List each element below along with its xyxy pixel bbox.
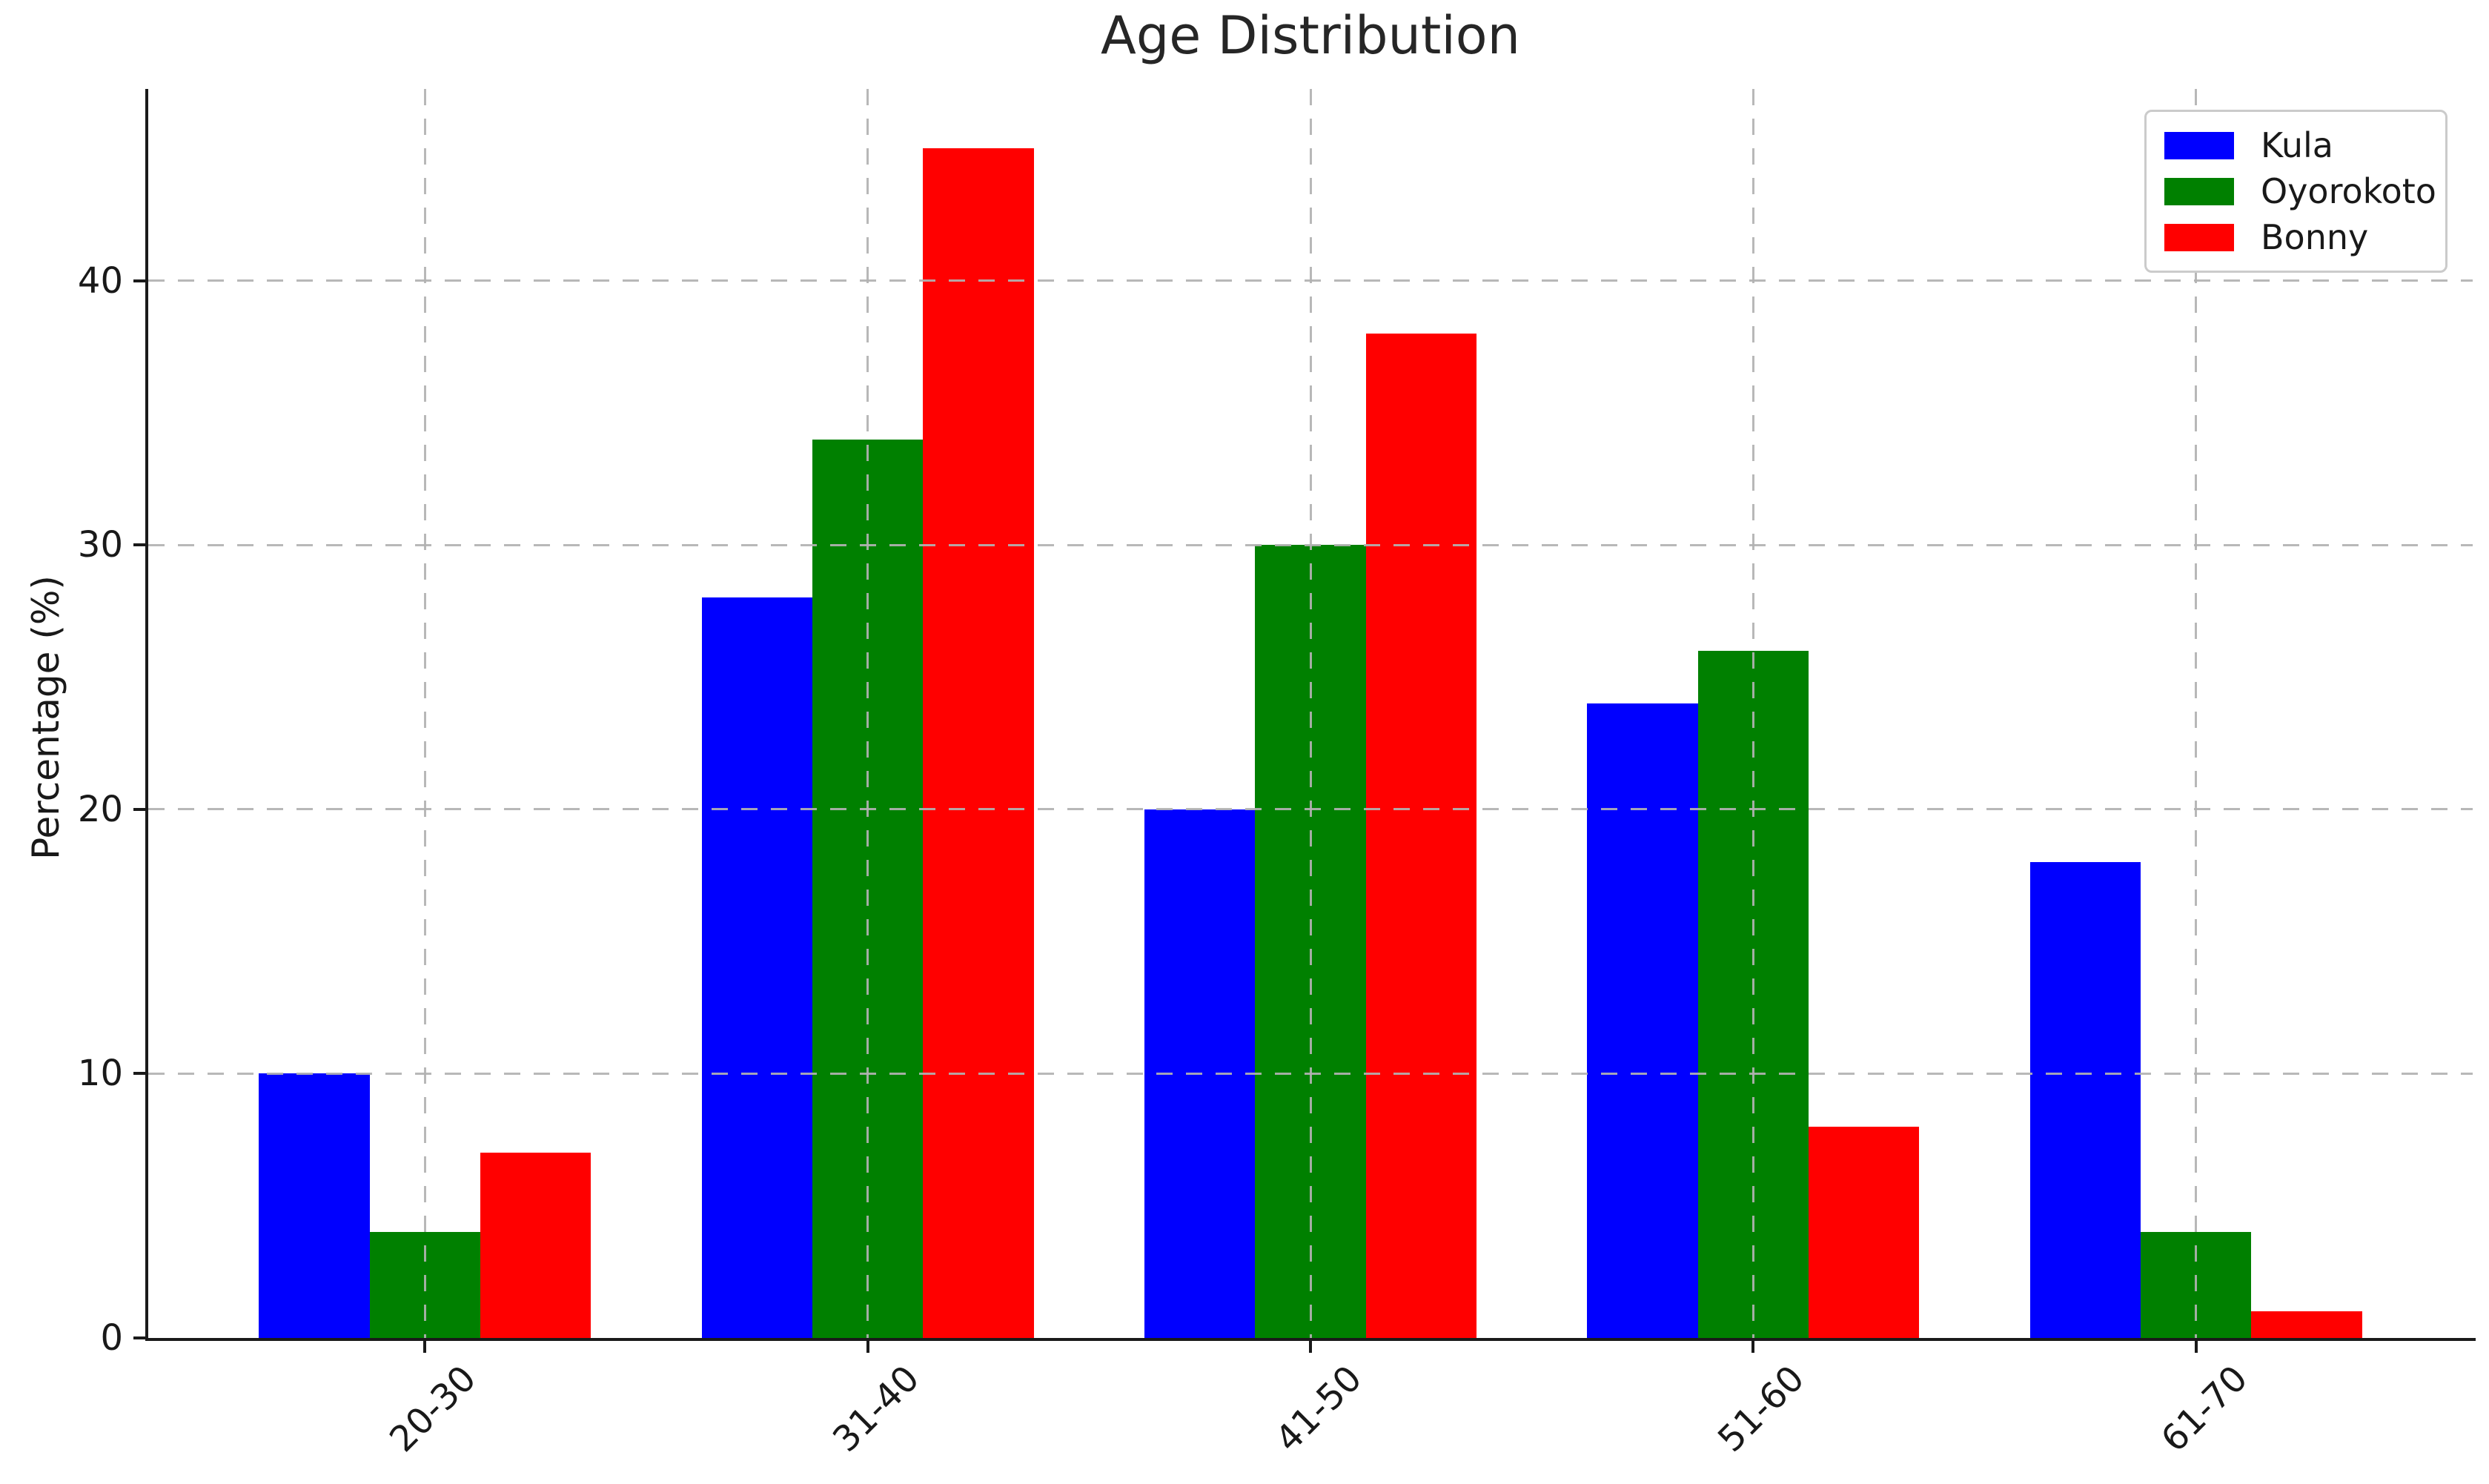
x-tick-label-41-50: 41-50 bbox=[1267, 1357, 1371, 1460]
legend-item-oyorokoto: Oyorokoto bbox=[2164, 174, 2445, 208]
bar-bonny-51-60 bbox=[1809, 1126, 1920, 1338]
bar-bonny-41-50 bbox=[1365, 333, 1477, 1338]
x-tick-mark-41-50 bbox=[1309, 1341, 1312, 1353]
x-tick-mark-51-60 bbox=[1751, 1341, 1755, 1353]
gridline-v-20-30 bbox=[423, 89, 426, 1338]
gridline-v-51-60 bbox=[1751, 89, 1754, 1338]
y-tick-label-40: 40 bbox=[77, 259, 123, 302]
legend-label-kula: Kula bbox=[2261, 125, 2333, 165]
bar-bonny-31-40 bbox=[923, 148, 1034, 1338]
bar-kula-61-70 bbox=[2029, 862, 2141, 1338]
legend-swatch-oyorokoto bbox=[2164, 177, 2234, 205]
y-tick-mark-20 bbox=[133, 807, 145, 811]
x-tick-label-61-70: 61-70 bbox=[2152, 1357, 2256, 1460]
x-tick-mark-61-70 bbox=[2194, 1341, 2198, 1353]
gridline-v-41-50 bbox=[1309, 89, 1312, 1338]
legend-label-oyorokoto: Oyorokoto bbox=[2261, 171, 2436, 211]
x-axis-spine bbox=[145, 1338, 2476, 1341]
bar-kula-31-40 bbox=[701, 597, 812, 1338]
legend-item-bonny: Bonny bbox=[2164, 220, 2445, 254]
y-tick-mark-40 bbox=[133, 279, 145, 282]
x-tick-mark-31-40 bbox=[866, 1341, 869, 1353]
bar-bonny-61-70 bbox=[2251, 1311, 2362, 1338]
legend-label-bonny: Bonny bbox=[2261, 217, 2369, 257]
y-tick-mark-10 bbox=[133, 1072, 145, 1076]
x-tick-label-31-40: 31-40 bbox=[824, 1357, 927, 1460]
chart-title: Age Distribution bbox=[1100, 5, 1520, 66]
x-tick-mark-20-30 bbox=[423, 1341, 427, 1353]
legend-swatch-bonny bbox=[2164, 223, 2234, 251]
y-tick-label-30: 30 bbox=[77, 524, 123, 566]
y-tick-mark-0 bbox=[133, 1336, 145, 1339]
y-tick-label-10: 10 bbox=[77, 1053, 123, 1095]
plot-area: 0 10 20 30 40 20-30 31-40 41-50 51-60 61-70 bbox=[78, 89, 2476, 1460]
legend-item-kula: Kula bbox=[2164, 128, 2445, 162]
x-tick-label-20-30: 20-30 bbox=[382, 1357, 485, 1460]
y-tick-label-20: 20 bbox=[77, 788, 123, 830]
bar-kula-20-30 bbox=[259, 1073, 370, 1338]
legend: Kula Oyorokoto Bonny bbox=[2144, 110, 2447, 273]
y-axis-spine bbox=[145, 89, 148, 1341]
gridline-v-31-40 bbox=[866, 89, 869, 1338]
legend-swatch-kula bbox=[2164, 131, 2234, 159]
bar-kula-51-60 bbox=[1587, 703, 1698, 1338]
bar-bonny-20-30 bbox=[480, 1153, 591, 1338]
gridline-v-61-70 bbox=[2195, 89, 2198, 1338]
y-tick-mark-30 bbox=[133, 543, 145, 547]
y-axis-label: Percentage (%) bbox=[24, 575, 67, 860]
y-tick-label-0: 0 bbox=[100, 1317, 123, 1359]
x-tick-label-51-60: 51-60 bbox=[1710, 1357, 1813, 1460]
